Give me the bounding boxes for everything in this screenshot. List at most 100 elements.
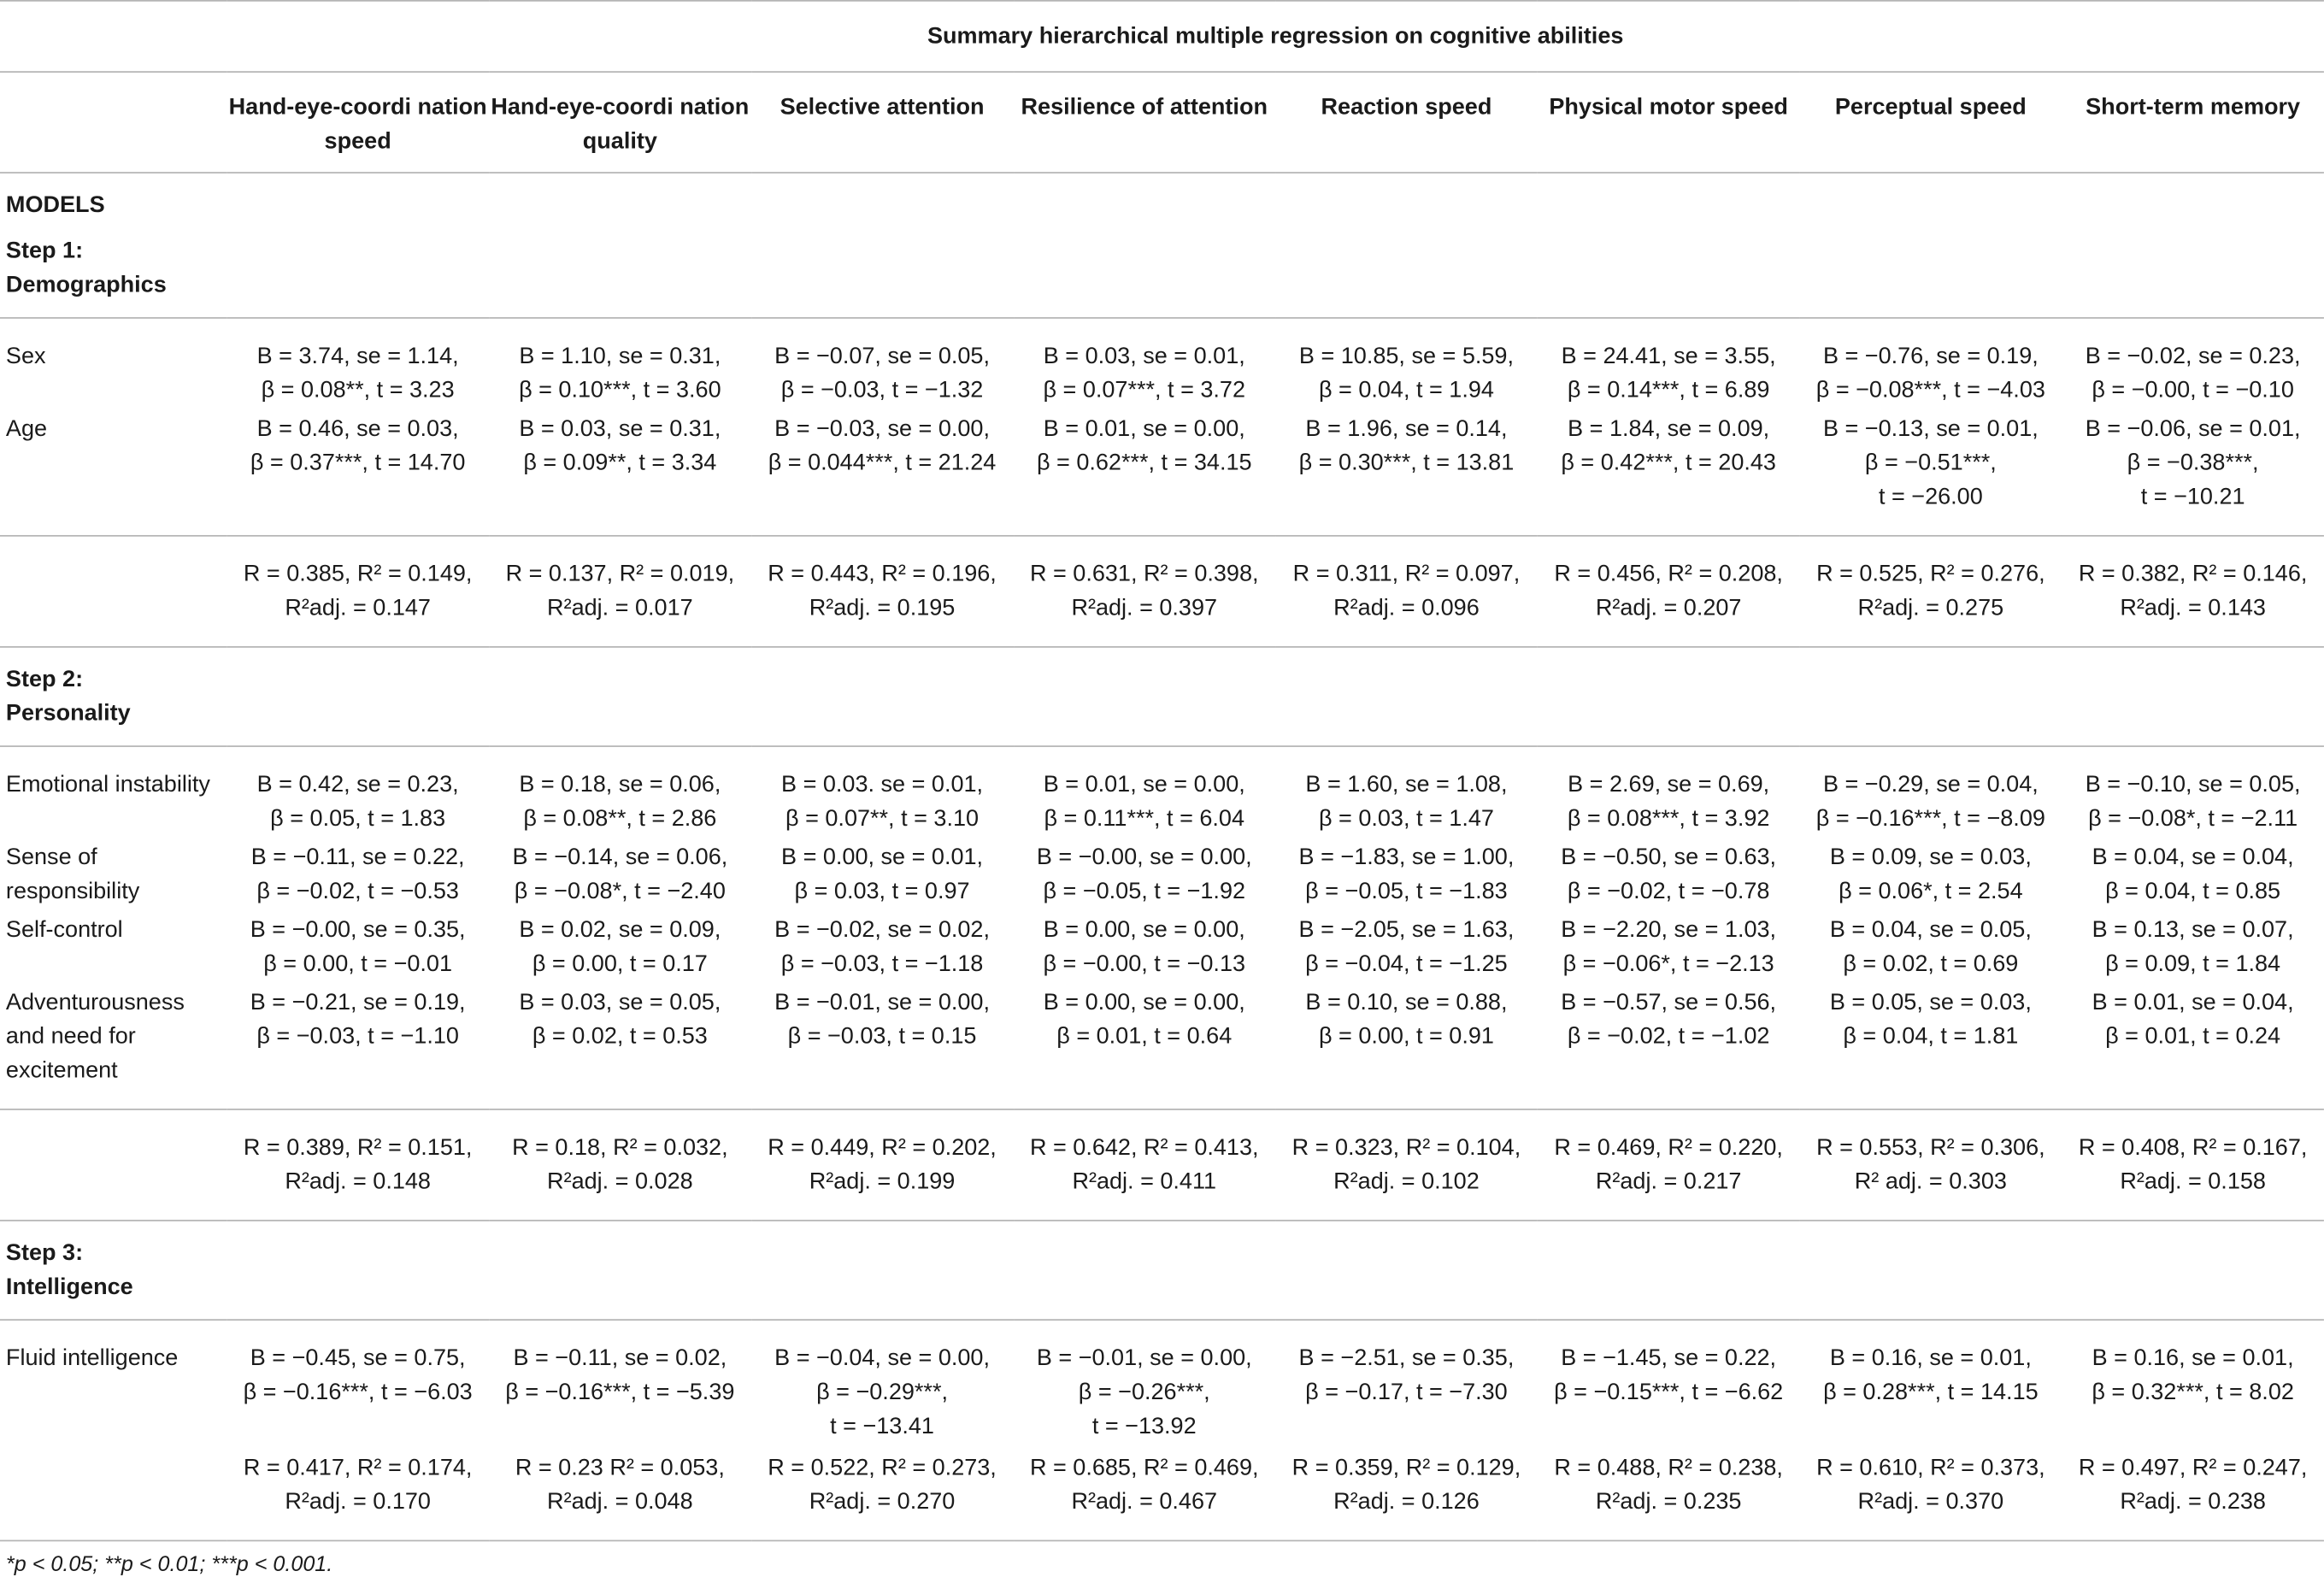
table-cell: B = 0.01, se = 0.00, β = 0.62***, t = 34… <box>1013 412 1276 537</box>
table-cell: B = 0.16, se = 0.01, β = 0.32***, t = 8.… <box>2092 1345 2294 1405</box>
table-cell: B = 0.46, se = 0.03, β = 0.37***, t = 14… <box>227 412 490 537</box>
table-cell: B = −0.10, se = 0.05, β = −0.08*, t = −2… <box>2085 772 2301 832</box>
regression-table: Summary hierarchical multiple regression… <box>0 0 2324 1542</box>
table-cell: B = 1.60, se = 1.08, β = 0.03, t = 1.47 <box>1305 772 1508 832</box>
table-cell: B = −2.05, se = 1.63, β = −0.04, t = −1.… <box>1298 917 1515 977</box>
table-cell: B = 0.03, se = 0.31, β = 0.09**, t = 3.3… <box>489 412 751 537</box>
summary-row: R = 0.417, R² = 0.174, R²adj. = 0.170 R … <box>0 1448 2324 1542</box>
summary-cell: R = 0.359, R² = 0.129, R²adj. = 0.126 <box>1275 1448 1538 1542</box>
table-cell: B = 0.01, se = 0.04, β = 0.01, t = 0.24 <box>2062 986 2324 1110</box>
table-cell: B = 0.18, se = 0.06, β = 0.08**, t = 2.8… <box>519 772 721 832</box>
column-header: Resilience of attention <box>1013 72 1276 174</box>
table-cell: B = 0.13, se = 0.07, β = 0.09, t = 1.84 <box>2092 917 2294 977</box>
summary-cell: R = 0.408, R² = 0.167, R²adj. = 0.158 <box>2062 1109 2324 1221</box>
table-cell: B = −0.29, se = 0.04, β = −0.16***, t = … <box>1815 772 2045 832</box>
table-footnote: *p < 0.05; **p < 0.01; ***p < 0.001. <box>5 1553 333 1577</box>
table-cell: B = 0.03. se = 0.01, β = 0.07**, t = 3.1… <box>781 772 984 832</box>
summary-cell: R = 0.522, R² = 0.273, R²adj. = 0.270 <box>750 1448 1014 1542</box>
table-cell: B = −0.11, se = 0.02, β = −0.16***, t = … <box>505 1345 735 1405</box>
column-header: Physical motor speed <box>1537 72 1800 174</box>
table-cell: B = −0.45, se = 0.75, β = −0.16***, t = … <box>243 1345 473 1405</box>
table-cell: B = −1.83, se = 1.00, β = −0.05, t = −1.… <box>1298 844 1515 904</box>
column-header: Hand-eye-coordi nation speed <box>227 72 490 174</box>
table-cell: B = 0.00, se = 0.01, β = 0.03, t = 0.97 <box>781 844 984 904</box>
summary-cell: R = 0.488, R² = 0.238, R²adj. = 0.235 <box>1537 1448 1800 1542</box>
summary-cell: R = 0.469, R² = 0.220, R²adj. = 0.217 <box>1537 1109 1800 1221</box>
table-cell: B = −0.07, se = 0.05, β = −0.03, t = −1.… <box>774 344 990 403</box>
table-cell: B = 2.69, se = 0.69, β = 0.08***, t = 3.… <box>1567 772 1770 832</box>
table-cell: B = −0.21, se = 0.19, β = −0.03, t = −1.… <box>227 986 490 1110</box>
column-header: Short-term memory <box>2062 72 2324 174</box>
column-header: Perceptual speed <box>1799 72 2062 174</box>
row-label: Sense of responsibility <box>5 844 140 904</box>
table-cell: B = 10.85, se = 5.59, β = 0.04, t = 1.94 <box>1298 344 1514 403</box>
column-header: Hand-eye-coordi nation quality <box>489 72 751 174</box>
table-cell: B = −0.57, se = 0.56, β = −0.02, t = −1.… <box>1537 986 1800 1110</box>
table-row: Self-control B = −0.00, se = 0.35, β = 0… <box>0 913 2324 986</box>
row-label: Fluid intelligence <box>5 1345 179 1371</box>
summary-cell: R = 0.525, R² = 0.276, R²adj. = 0.275 <box>1799 535 2062 648</box>
table-cell: B = −0.02, se = 0.23, β = −0.00, t = −0.… <box>2085 344 2301 403</box>
table-cell: B = −0.76, se = 0.19, β = −0.08***, t = … <box>1815 344 2045 403</box>
step2-label: Step 2: Personality <box>0 646 2324 747</box>
table-row: Emotional instability B = 0.42, se = 0.2… <box>0 746 2324 840</box>
table-cell: B = 0.16, se = 0.01, β = 0.28***, t = 14… <box>1823 1345 2039 1405</box>
table-cell: B = −0.03, se = 0.00, β = 0.044***, t = … <box>750 412 1014 537</box>
table-cell: B = 0.04, se = 0.05, β = 0.02, t = 0.69 <box>1829 917 2032 977</box>
summary-cell: R = 0.389, R² = 0.151, R²adj. = 0.148 <box>227 1109 490 1221</box>
table-cell: B = 0.42, se = 0.23, β = 0.05, t = 1.83 <box>256 772 459 832</box>
summary-row: R = 0.385, R² = 0.149, R²adj. = 0.147 R … <box>0 535 2324 648</box>
table-cell: B = 0.10, se = 0.88, β = 0.00, t = 0.91 <box>1275 986 1538 1110</box>
table-cell: B = 1.10, se = 0.31, β = 0.10***, t = 3.… <box>519 344 721 403</box>
table-cell: B = −0.04, se = 0.00, β = −0.29***, t = … <box>774 1345 990 1439</box>
summary-cell: R = 0.449, R² = 0.202, R²adj. = 0.199 <box>750 1109 1014 1221</box>
table-cell: B = 0.00, se = 0.00, β = −0.00, t = −0.1… <box>1043 917 1246 977</box>
table-cell: B = −1.45, se = 0.22, β = −0.15***, t = … <box>1554 1345 1784 1405</box>
summary-cell: R = 0.497, R² = 0.247, R²adj. = 0.238 <box>2062 1448 2324 1542</box>
summary-cell: R = 0.385, R² = 0.149, R²adj. = 0.147 <box>227 535 490 648</box>
table-cell: B = 0.02, se = 0.09, β = 0.00, t = 0.17 <box>519 917 721 977</box>
table-cell: B = 0.09, se = 0.03, β = 0.06*, t = 2.54 <box>1829 844 2032 904</box>
table-cell: B = 0.01, se = 0.00, β = 0.11***, t = 6.… <box>1043 772 1245 832</box>
table-cell: B = −0.01, se = 0.00, β = −0.26***, t = … <box>1036 1345 1252 1439</box>
table-row: Sex B = 3.74, se = 1.14, β = 0.08**, t =… <box>0 318 2324 412</box>
summary-cell: R = 0.685, R² = 0.469, R²adj. = 0.467 <box>1013 1448 1276 1542</box>
table-cell: B = 24.41, se = 3.55, β = 0.14***, t = 6… <box>1561 344 1776 403</box>
table-title: Summary hierarchical multiple regression… <box>227 0 2324 73</box>
summary-cell: R = 0.631, R² = 0.398, R²adj. = 0.397 <box>1013 535 1276 648</box>
table-cell: B = −0.06, se = 0.01, β = −0.38***, t = … <box>2062 412 2324 537</box>
summary-cell: R = 0.23 R² = 0.053, R²adj. = 0.048 <box>489 1448 751 1542</box>
row-label: Self-control <box>5 917 123 943</box>
summary-cell: R = 0.311, R² = 0.097, R²adj. = 0.096 <box>1275 535 1538 648</box>
table-cell: B = −2.20, se = 1.03, β = −0.06*, t = −2… <box>1561 917 1777 977</box>
row-label: Age <box>0 412 227 537</box>
summary-cell: R = 0.456, R² = 0.208, R²adj. = 0.207 <box>1537 535 1800 648</box>
table-row: Adventurousness and need for excitement … <box>0 986 2324 1110</box>
table-row: Fluid intelligence B = −0.45, se = 0.75,… <box>0 1320 2324 1448</box>
column-header: Selective attention <box>750 72 1014 174</box>
step1-label: Step 1: Demographics <box>0 222 2324 319</box>
summary-cell: R = 0.610, R² = 0.373, R²adj. = 0.370 <box>1799 1448 2062 1542</box>
step3-label: Step 3: Intelligence <box>0 1220 2324 1321</box>
column-header: Reaction speed <box>1275 72 1538 174</box>
row-label: Emotional instability <box>5 772 210 797</box>
table-cell: B = −2.51, se = 0.35, β = −0.17, t = −7.… <box>1298 1345 1515 1405</box>
table-cell: B = −0.11, se = 0.22, β = −0.02, t = −0.… <box>250 844 465 904</box>
table-cell: B = 3.74, se = 1.14, β = 0.08**, t = 3.2… <box>256 344 459 403</box>
summary-cell: R = 0.642, R² = 0.413, R²adj. = 0.411 <box>1013 1109 1276 1221</box>
table-row: Sense of responsibility B = −0.11, se = … <box>0 840 2324 913</box>
table-cell: B = −0.00, se = 0.35, β = 0.00, t = −0.0… <box>250 917 466 977</box>
table-cell: B = −0.00, se = 0.00, β = −0.05, t = −1.… <box>1036 844 1252 904</box>
summary-row: R = 0.389, R² = 0.151, R²adj. = 0.148 R … <box>0 1109 2324 1221</box>
summary-cell: R = 0.382, R² = 0.146, R²adj. = 0.143 <box>2062 535 2324 648</box>
table-cell: B = 0.04, se = 0.04, β = 0.04, t = 0.85 <box>2092 844 2294 904</box>
summary-cell: R = 0.417, R² = 0.174, R²adj. = 0.170 <box>227 1448 490 1542</box>
table-cell: B = 0.00, se = 0.00, β = 0.01, t = 0.64 <box>1013 986 1276 1110</box>
summary-cell: R = 0.443, R² = 0.196, R²adj. = 0.195 <box>750 535 1014 648</box>
summary-cell: R = 0.323, R² = 0.104, R²adj. = 0.102 <box>1275 1109 1538 1221</box>
models-label: MODELS <box>5 192 105 218</box>
row-label: Adventurousness and need for excitement <box>0 986 227 1110</box>
table-cell: B = 0.03, se = 0.01, β = 0.07***, t = 3.… <box>1043 344 1246 403</box>
summary-cell: R = 0.553, R² = 0.306, R² adj. = 0.303 <box>1799 1109 2062 1221</box>
